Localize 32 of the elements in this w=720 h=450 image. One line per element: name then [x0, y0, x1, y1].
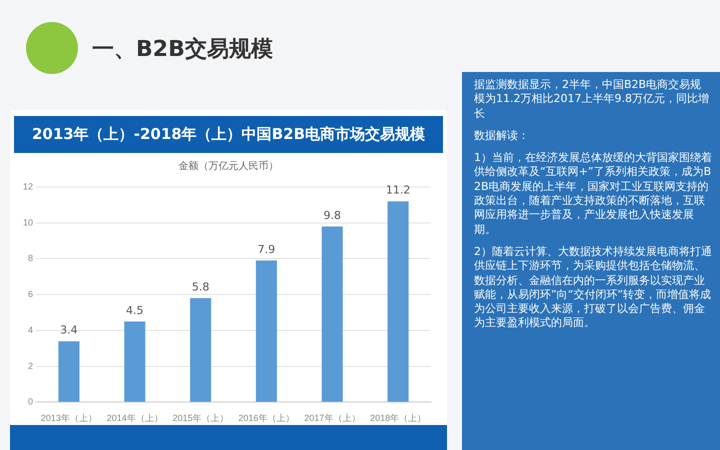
text: 据监测数据显示，2半年，中国B2B电商交易规模为11.2万相比2017上半年9.8万亿元，同比增长 [474, 78, 710, 121]
text: 数据解读： [474, 128, 530, 144]
x-tick-label: 2018年（上） [370, 413, 426, 424]
bar [256, 260, 277, 402]
data-label: 5.8 [192, 280, 210, 294]
data-label: 3.4 [60, 324, 78, 337]
bar [322, 226, 343, 402]
x-tick-label: 2014年（上） [106, 413, 163, 424]
y-tick-label: 10 [22, 217, 34, 228]
text: 一、B2B交易规模 [92, 36, 273, 64]
y-tick-label: 12 [22, 181, 34, 192]
data-label: 7.9 [258, 242, 276, 256]
y-tick-label: 8 [28, 253, 34, 264]
text: 2）随着云计算、大数据技术持续发展电商将打通供应链上下游环节，为采购提供包括仓储物流、数据分析、金融信在内的一系列服务以实现产业赋能，从易闭环”向“交付闭环”转变，而增值将成为公司主要收入来源，打破了以会广告费、佣金为主要盈利模式的局面。 [474, 244, 712, 331]
bar [388, 201, 409, 402]
bar [124, 322, 146, 402]
y-tick-label: 2 [28, 360, 34, 371]
x-tick-label: 2017年（上） [304, 413, 360, 424]
x-tick-label: 2016年（上） [238, 413, 294, 424]
bar [190, 298, 212, 402]
x-tick-label: 2013年（上） [40, 413, 97, 424]
bar [58, 341, 80, 402]
x-tick-label: 2015年（上） [172, 413, 229, 424]
chart-title: 2013年（上）-2018年（上）中国B2B电商市场交易规模 [14, 116, 443, 153]
y-tick-label: 0 [28, 396, 34, 407]
data-label: 11.2 [386, 184, 410, 197]
y-tick-label: 4 [28, 324, 34, 335]
data-label: 4.5 [126, 304, 144, 317]
y-tick-label: 6 [28, 289, 34, 300]
data-label: 9.8 [324, 208, 342, 222]
y-axis-title: 金额（万亿元人民币） [178, 160, 280, 173]
text: 1）当前，在经济发展总体放缓的大背国家围绕着供给侧改革及“互联网+”了系列相关政策，成为B2B电商发展的上半年，国家对工业互联网支持的政策出台，随着产业支持政策的不断落地，互联网应用将进一步普及，产业发展也入快速发展期。 [474, 151, 712, 237]
